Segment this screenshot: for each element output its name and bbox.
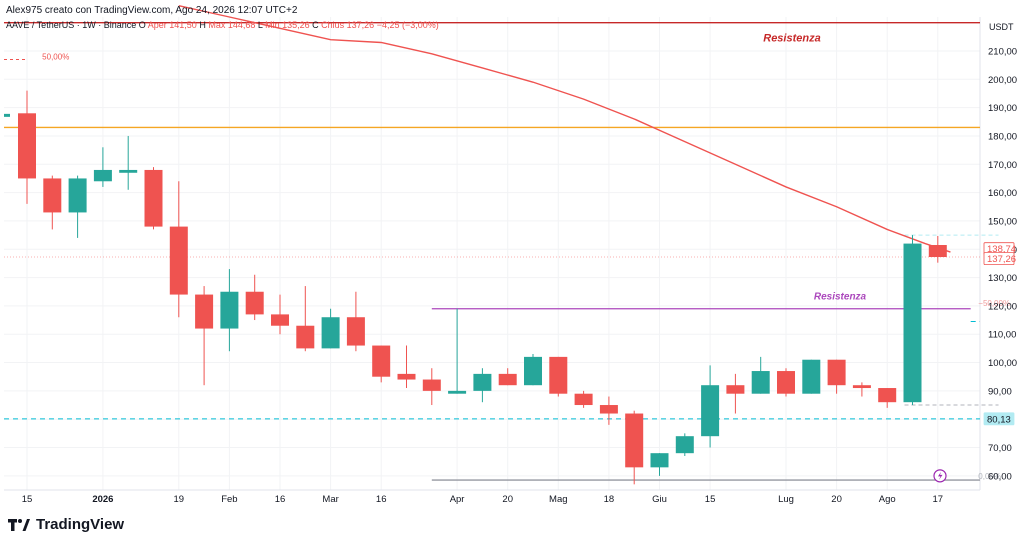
symbol-name[interactable]: AAVE / TetherUS · 1W · Binance xyxy=(6,20,137,30)
symbol-legend: AAVE / TetherUS · 1W · Binance O Aper 14… xyxy=(6,20,439,30)
candle-body[interactable] xyxy=(751,371,770,394)
y-tick-label: 150,00 xyxy=(988,216,1017,227)
candle-body[interactable] xyxy=(650,453,669,468)
candle-body[interactable] xyxy=(93,169,112,182)
candle-body[interactable] xyxy=(777,371,795,394)
candle-body[interactable] xyxy=(397,373,416,380)
candle-body[interactable] xyxy=(245,291,264,315)
price-tag-text-1: 137,26 xyxy=(987,254,1016,265)
price-tag-text-0: 138,74 xyxy=(987,244,1016,255)
x-tick-label: Mag xyxy=(549,494,567,505)
ohlc-close-label: C xyxy=(312,20,319,30)
ohlc-change: −4,25 (−3,00%) xyxy=(376,20,439,30)
candle-body[interactable] xyxy=(119,169,138,173)
candle-body[interactable] xyxy=(802,359,821,394)
moving-average-line[interactable] xyxy=(178,4,951,253)
x-tick-label: 18 xyxy=(604,494,615,505)
candle-body[interactable] xyxy=(271,314,289,326)
tradingview-wordmark: TradingView xyxy=(36,516,125,533)
y-tick-label: 70,00 xyxy=(988,443,1012,454)
candle-body[interactable] xyxy=(701,385,720,437)
candle-body[interactable] xyxy=(144,169,163,227)
candle-body[interactable] xyxy=(321,317,340,349)
fib-label-1: −50,00% xyxy=(978,299,1010,308)
candle-body[interactable] xyxy=(18,113,36,179)
y-tick-label: 110,00 xyxy=(988,330,1016,341)
fib-label-0: 50,00% xyxy=(42,53,69,62)
candle-body[interactable] xyxy=(903,243,922,403)
candle-body[interactable] xyxy=(574,393,593,406)
x-tick-label: 19 xyxy=(174,494,185,505)
candle-body[interactable] xyxy=(43,178,62,213)
x-tick-label: Lug xyxy=(778,494,794,505)
resistance-purple-label: Resistenza xyxy=(814,292,867,303)
y-tick-label: 60,00 xyxy=(988,471,1012,482)
ohlc-low: Min 135,26 xyxy=(265,20,310,30)
y-tick-label: 100,00 xyxy=(988,358,1017,369)
ohlc-high: Max 144,68 xyxy=(208,20,256,30)
tradingview-brand[interactable]: TradingView xyxy=(8,516,124,533)
x-tick-label: 15 xyxy=(705,494,716,505)
candle-body[interactable] xyxy=(852,385,871,389)
author-line: Alex975 creato con TradingView.com, Ago … xyxy=(6,5,298,16)
x-tick-label: Giu xyxy=(652,494,667,505)
y-tick-label: 200,00 xyxy=(988,75,1017,86)
x-tick-label: Mar xyxy=(322,494,338,505)
candle-body[interactable] xyxy=(195,294,214,329)
currency-label: USDT xyxy=(989,22,1014,32)
fib-label-2: 0,00% xyxy=(978,472,1001,481)
candle-body[interactable] xyxy=(169,226,188,295)
candle-body[interactable] xyxy=(473,373,492,391)
tradingview-logo-icon xyxy=(8,518,30,531)
ohlc-low-label: L xyxy=(257,20,263,30)
x-tick-label: Apr xyxy=(450,494,465,505)
price-tag-2[interactable] xyxy=(983,412,1015,426)
ohlc-close: Chius 137,26 xyxy=(321,20,375,30)
y-tick-label: 90,00 xyxy=(988,386,1012,397)
x-tick-label: Feb xyxy=(221,494,237,505)
candle-body[interactable] xyxy=(68,178,87,213)
ohlc-open-label: O xyxy=(138,20,146,30)
y-tick-label: 170,00 xyxy=(988,160,1017,171)
y-tick-label: 120,00 xyxy=(988,301,1017,312)
x-tick-label: 16 xyxy=(376,494,387,505)
x-tick-label: 16 xyxy=(275,494,286,505)
candle-body[interactable] xyxy=(524,356,542,386)
left-edge-marker xyxy=(4,113,10,117)
ohlc-high-label: H xyxy=(199,20,206,30)
lightning-icon xyxy=(938,471,943,480)
y-tick-label: 190,00 xyxy=(988,103,1017,114)
candle-body[interactable] xyxy=(448,390,467,394)
x-tick-label: Ago xyxy=(879,494,896,505)
candle-body[interactable] xyxy=(675,436,694,454)
candle-body[interactable] xyxy=(422,379,441,391)
x-tick-label: 17 xyxy=(933,494,944,505)
resistance-top-label: Resistenza xyxy=(763,33,820,45)
candle-body[interactable] xyxy=(726,385,745,394)
candle-body[interactable] xyxy=(625,413,644,468)
price-tag-1[interactable] xyxy=(983,252,1015,265)
candle-body[interactable] xyxy=(498,373,517,386)
candle-body[interactable] xyxy=(296,325,315,349)
candle-body[interactable] xyxy=(599,405,618,414)
y-tick-label: 130,00 xyxy=(988,273,1017,284)
candle-body[interactable] xyxy=(372,345,391,377)
y-tick-label: 210,00 xyxy=(988,46,1017,57)
candle-body[interactable] xyxy=(878,388,897,403)
x-tick-label: 15 xyxy=(22,494,33,505)
x-tick-label: 2026 xyxy=(92,494,113,505)
x-tick-label: 20 xyxy=(831,494,842,505)
x-tick-label: 20 xyxy=(502,494,513,505)
candle-body[interactable] xyxy=(346,317,365,346)
candle-body[interactable] xyxy=(220,291,239,329)
candle-body[interactable] xyxy=(827,359,846,386)
price-tag-text-2: 80,13 xyxy=(987,414,1011,425)
candle-body[interactable] xyxy=(549,356,568,394)
ohlc-open: Aper 141,50 xyxy=(147,20,197,30)
y-tick-label: 180,00 xyxy=(988,131,1017,142)
y-tick-label: 160,00 xyxy=(988,188,1017,199)
candle-body[interactable] xyxy=(928,245,947,258)
